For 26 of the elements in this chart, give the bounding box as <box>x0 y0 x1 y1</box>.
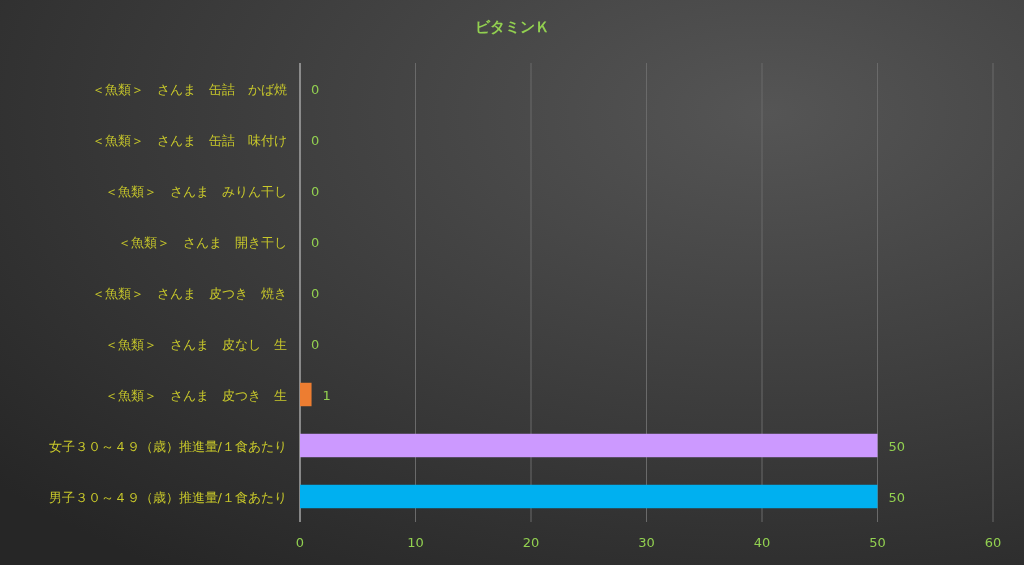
y-tick-label: 女子３０～４９（歳）推進量/１食あたり <box>48 438 287 454</box>
y-tick-label: ＜魚類＞ さんま 開き干し <box>118 234 287 250</box>
y-tick-label: ＜魚類＞ さんま 缶詰 味付け <box>92 132 287 148</box>
data-label: 0 <box>311 285 320 301</box>
y-tick-label: 男子３０～４９（歳）推進量/１食あたり <box>48 489 287 505</box>
data-label: 50 <box>888 438 906 454</box>
x-tick-label: 60 <box>984 535 1002 550</box>
y-tick-label: ＜魚類＞ さんま 皮なし 生 <box>105 336 287 352</box>
chart-title: ビタミンＫ <box>474 18 550 36</box>
y-tick-label: ＜魚類＞ さんま 皮つき 生 <box>105 387 287 403</box>
x-tick-label: 50 <box>869 535 886 550</box>
x-tick-label: 0 <box>295 535 305 550</box>
x-tick-label: 20 <box>522 535 540 550</box>
x-tick-label: 40 <box>753 535 771 550</box>
y-tick-label: ＜魚類＞ さんま 皮つき 焼き <box>92 285 287 301</box>
y-tick-label: ＜魚類＞ さんま 缶詰 かば焼 <box>92 81 287 97</box>
data-label: 0 <box>311 183 320 199</box>
data-label: 0 <box>311 234 320 250</box>
data-label: 50 <box>888 489 906 505</box>
y-tick-label: ＜魚類＞ さんま みりん干し <box>105 183 287 199</box>
data-label: 1 <box>322 387 331 403</box>
data-label: 0 <box>311 81 320 97</box>
data-label: 0 <box>311 132 320 148</box>
x-tick-label: 30 <box>638 535 655 550</box>
data-label: 0 <box>311 336 320 352</box>
x-tick-label: 10 <box>407 535 424 550</box>
